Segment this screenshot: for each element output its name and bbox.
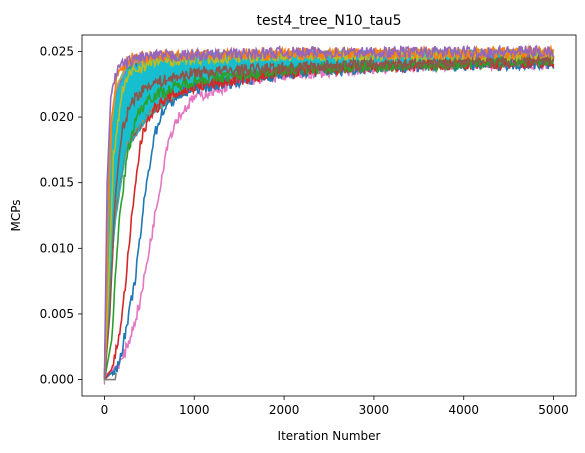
- x-tick-label: 4000: [448, 403, 479, 417]
- axes-layer: 0 1000 2000 3000 4000 5000 0.000 0.005 0.010 0.01…: [40, 34, 577, 417]
- series-line-7: [103, 44, 554, 380]
- series-line-8: [104, 372, 117, 381]
- y-axis-label: MCPs: [9, 199, 23, 231]
- x-tick-label: 1000: [179, 403, 210, 417]
- plot-frame: [81, 34, 577, 397]
- series-layer: [103, 44, 555, 381]
- x-axis-label: Iteration Number: [278, 429, 381, 443]
- x-tick-label: 0: [101, 403, 109, 417]
- x-tick-label: 3000: [359, 403, 390, 417]
- y-tick-label: 0.005: [40, 307, 74, 321]
- series-line-1: [103, 56, 555, 381]
- y-tick-label: 0.015: [40, 176, 74, 190]
- band-layer: [103, 47, 554, 385]
- series-line-4: [103, 52, 555, 380]
- x-tick-label: 2000: [269, 403, 300, 417]
- chart-title: test4_tree_N10_tau5: [256, 13, 401, 29]
- y-tick-label: 0.025: [40, 44, 74, 58]
- y-tick-label: 0.000: [40, 373, 74, 387]
- x-tick-label: 5000: [538, 403, 569, 417]
- y-tick-label: 0.020: [40, 110, 74, 124]
- y-tick-label: 0.010: [40, 241, 74, 255]
